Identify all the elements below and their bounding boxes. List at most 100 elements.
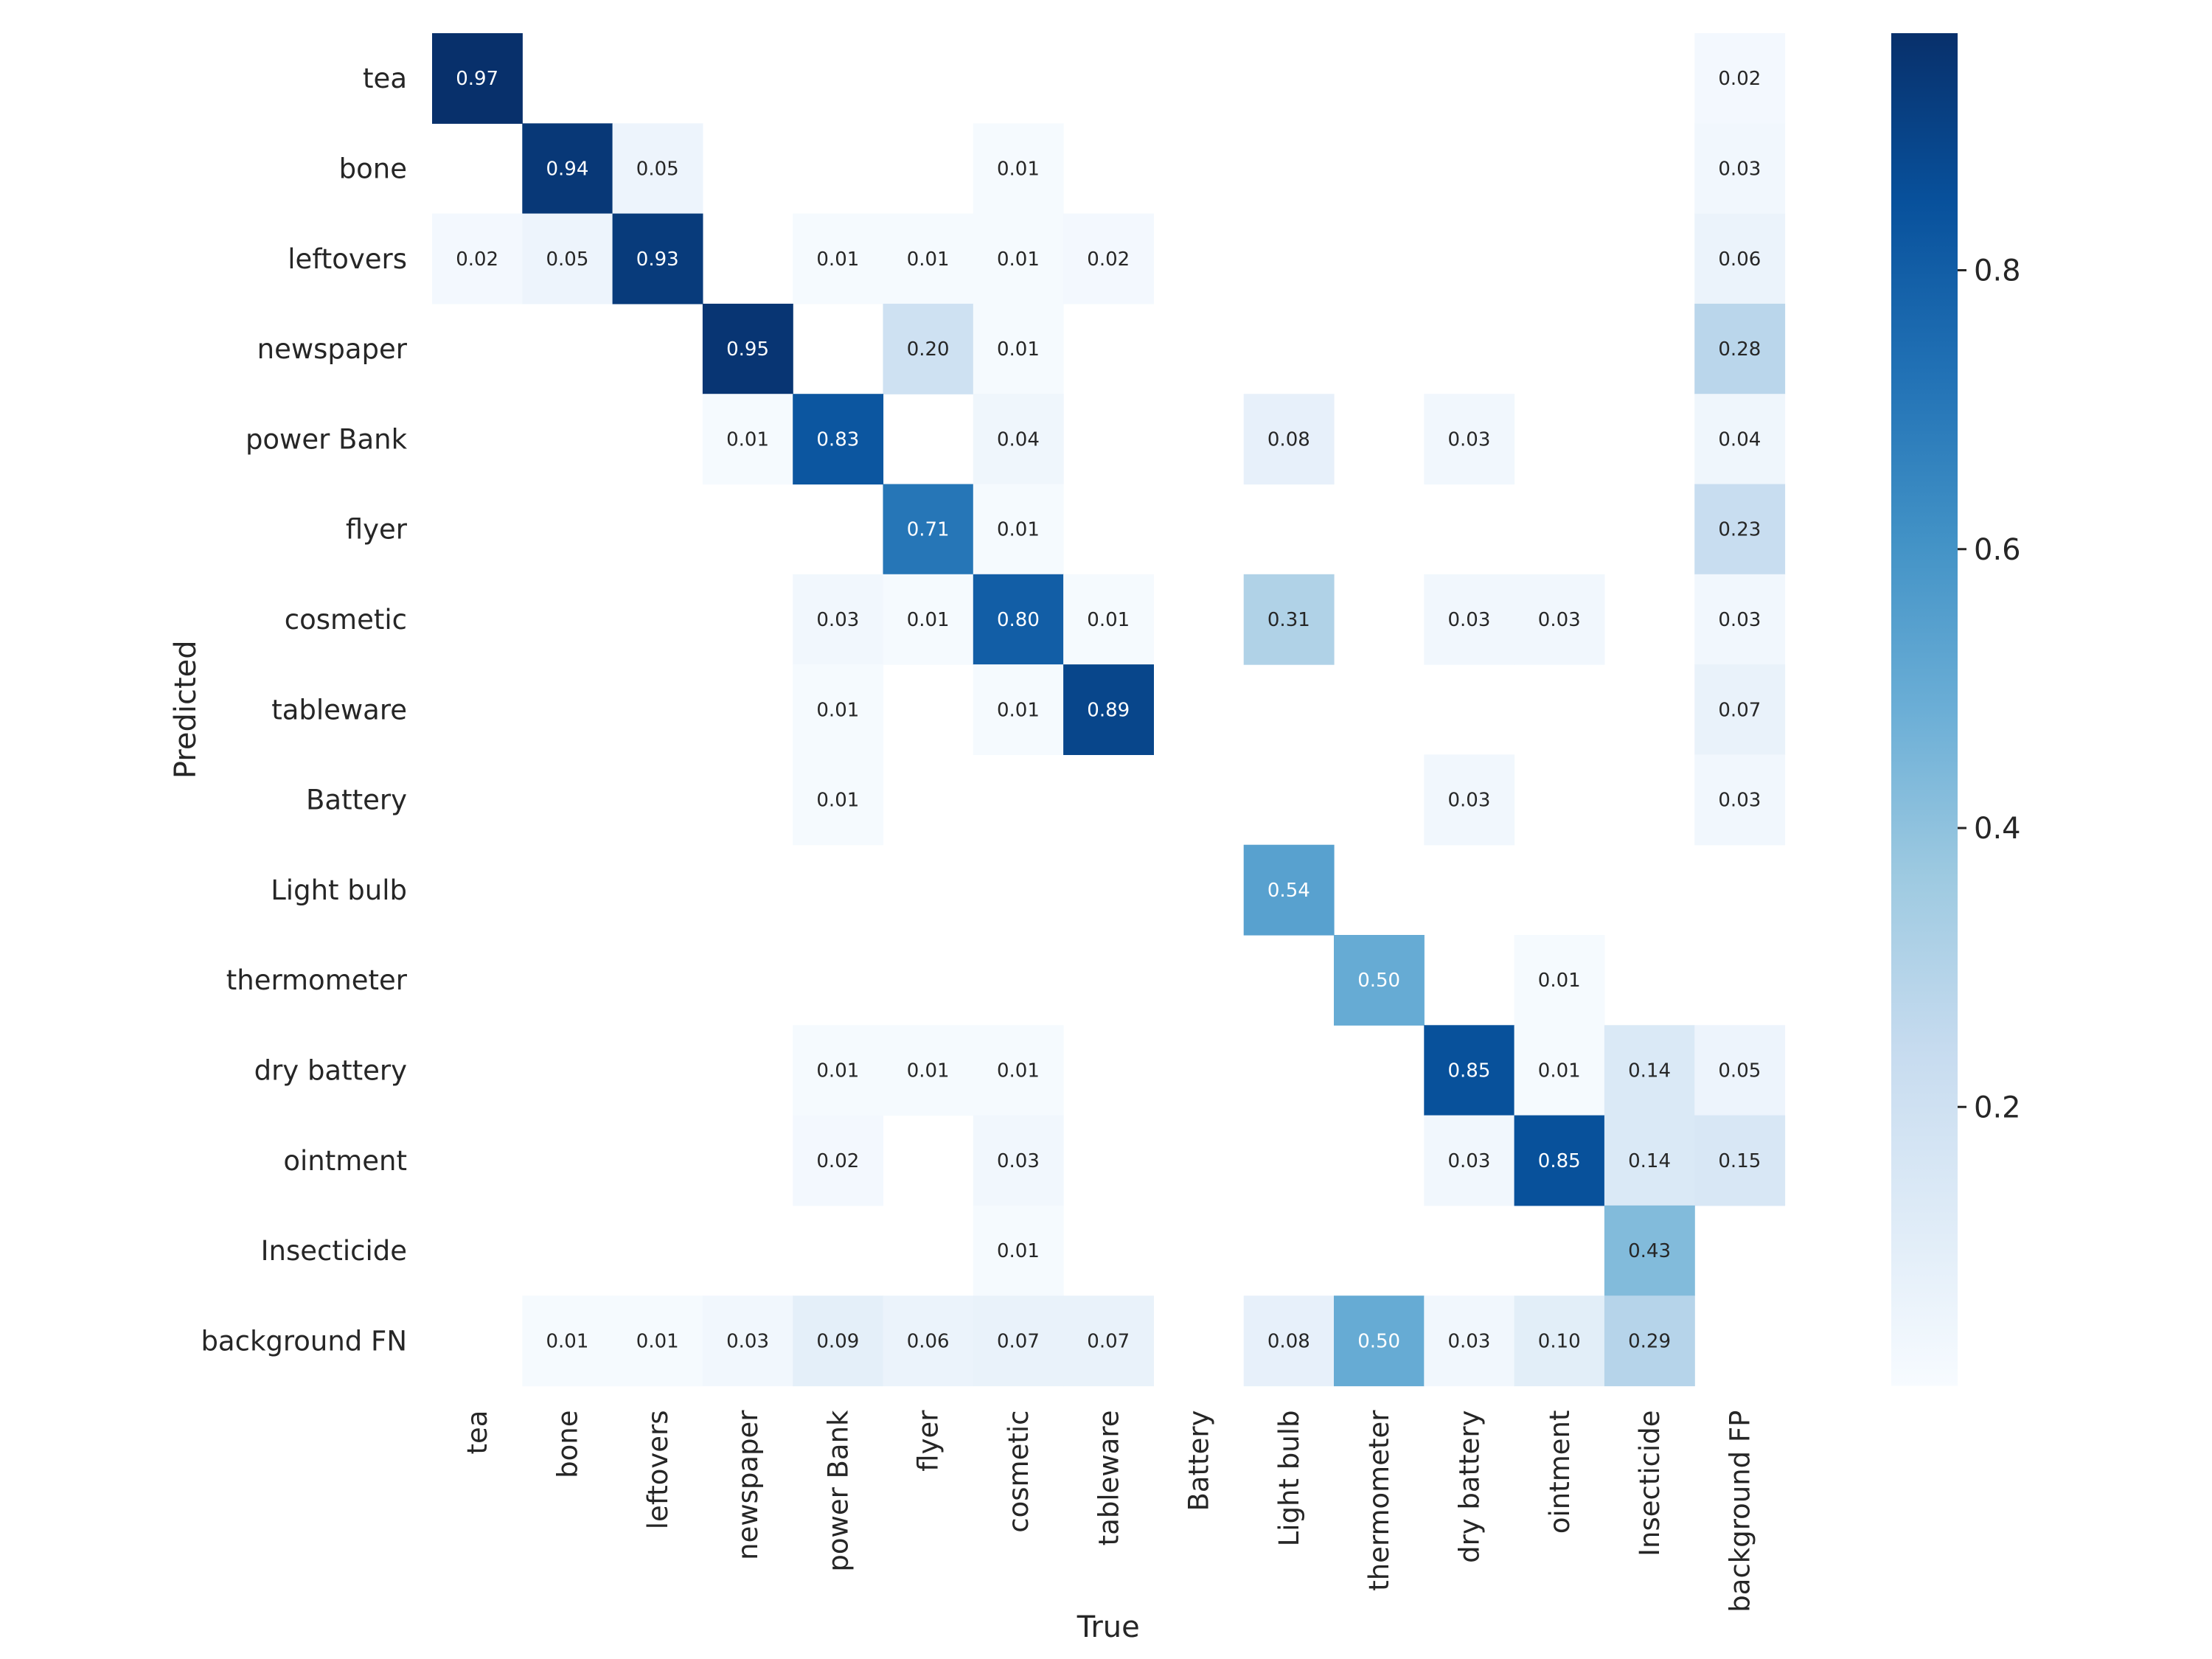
- y-axis-title: Predicted: [169, 640, 203, 779]
- heatmap-cell: [973, 1115, 1064, 1206]
- y-tick-label: power Bank: [246, 423, 408, 455]
- cell-value-label: 0.03: [1718, 790, 1761, 812]
- y-tick-label: background FN: [201, 1325, 407, 1357]
- cell-value-label: 0.07: [1087, 1330, 1130, 1352]
- heatmap-cell: [1424, 394, 1515, 485]
- cell-value-label: 0.01: [997, 248, 1040, 271]
- x-axis-title: True: [1077, 1610, 1140, 1644]
- heatmap-cell: [1604, 1205, 1695, 1296]
- heatmap-cell: [1424, 1295, 1515, 1387]
- cell-value-label: 0.03: [997, 1150, 1040, 1172]
- heatmap-cell: [1334, 935, 1425, 1026]
- heatmap-cell: [973, 1295, 1064, 1387]
- y-tick-label: flyer: [346, 514, 408, 546]
- y-tick-label: newspaper: [257, 333, 408, 365]
- cell-value-label: 0.03: [1538, 609, 1581, 631]
- heatmap-cell: [1063, 213, 1154, 305]
- heatmap-cell: [883, 1025, 974, 1116]
- heatmap-cell: [1694, 484, 1786, 575]
- cell-value-label: 0.01: [907, 248, 950, 271]
- cell-value-label: 0.06: [907, 1330, 950, 1352]
- x-tick-labels: tea bone leftovers newspaper power Bank flyer…: [462, 1410, 1756, 1613]
- heatmap-cell: [973, 484, 1064, 575]
- cell-value-label: 0.85: [1448, 1060, 1491, 1082]
- heatmap-cell-labels: 0.97 0.02 0.94 0.05 0.01 0.03 0.02 0.05 0.93 0.01…: [456, 68, 1761, 1352]
- heatmap-cell: [1694, 574, 1786, 665]
- heatmap-cell: [1604, 1295, 1695, 1387]
- heatmap-cell: [1243, 844, 1335, 936]
- cell-value-label: 0.01: [997, 338, 1040, 361]
- heatmap-cell: [1694, 754, 1786, 846]
- heatmap-cell: [973, 394, 1064, 485]
- x-tick-label: cosmetic: [1003, 1411, 1034, 1533]
- x-tick-label: newspaper: [732, 1410, 764, 1560]
- heatmap-cell: [883, 1295, 974, 1387]
- cell-value-label: 0.10: [1538, 1330, 1581, 1352]
- cell-value-label: 0.89: [1087, 699, 1130, 721]
- x-tick-label: Insecticide: [1634, 1411, 1666, 1557]
- y-tick-label: tea: [363, 63, 407, 94]
- cell-value-label: 0.01: [1538, 970, 1581, 992]
- cell-value-label: 0.02: [1087, 248, 1130, 271]
- heatmap-cell: [973, 123, 1064, 215]
- y-tick-label: tableware: [271, 694, 407, 726]
- heatmap-cell: [1243, 574, 1335, 665]
- colorbar-tick-label: 0.2: [1974, 1091, 2021, 1124]
- cell-value-label: 0.02: [816, 1150, 859, 1172]
- cell-value-label: 0.01: [997, 1060, 1040, 1082]
- cell-value-label: 0.01: [726, 428, 769, 451]
- cell-value-label: 0.80: [997, 609, 1040, 631]
- heatmap-cell: [883, 484, 974, 575]
- heatmap-cell: [793, 394, 884, 485]
- colorbar-tick-label: 0.6: [1974, 533, 2021, 567]
- cell-value-label: 0.03: [1448, 609, 1491, 631]
- heatmap-cell: [1694, 1025, 1786, 1116]
- heatmap-cell: [793, 1295, 884, 1387]
- heatmap-cell: [793, 213, 884, 305]
- heatmap-cell: [793, 574, 884, 665]
- x-tick-label: background FP: [1724, 1411, 1756, 1613]
- cell-value-label: 0.01: [997, 519, 1040, 541]
- cell-value-label: 0.50: [1357, 970, 1400, 992]
- heatmap-cell: [702, 303, 793, 394]
- x-tick-label: Light bulb: [1273, 1411, 1305, 1547]
- cell-value-label: 0.05: [546, 248, 589, 271]
- x-tick-label: thermometer: [1363, 1410, 1395, 1591]
- heatmap-cell: [1694, 1115, 1786, 1206]
- y-tick-label: ointment: [283, 1145, 407, 1177]
- x-tick-label: flyer: [913, 1410, 945, 1472]
- cell-value-label: 0.94: [546, 158, 589, 180]
- cell-value-label: 0.31: [1267, 609, 1310, 631]
- heatmap-cell: [793, 664, 884, 755]
- heatmap-cell: [973, 664, 1064, 755]
- x-tick-label: dry battery: [1453, 1411, 1485, 1563]
- heatmap-cell: [1604, 1025, 1695, 1116]
- cell-value-label: 0.54: [1267, 880, 1310, 902]
- y-tick-label: Battery: [306, 785, 407, 816]
- cell-value-label: 0.03: [1718, 609, 1761, 631]
- cell-value-label: 0.05: [636, 158, 679, 180]
- cell-value-label: 0.07: [997, 1330, 1040, 1352]
- x-tick-label: ointment: [1544, 1411, 1576, 1534]
- cell-value-label: 0.09: [816, 1330, 859, 1352]
- heatmap-cell: [522, 123, 613, 215]
- cell-value-label: 0.03: [726, 1330, 769, 1352]
- cell-value-label: 0.95: [726, 338, 769, 361]
- heatmap-cell: [1424, 1115, 1515, 1206]
- cell-value-label: 0.03: [1448, 428, 1491, 451]
- heatmap-cell: [612, 1295, 703, 1387]
- heatmap-cell: [702, 394, 793, 485]
- cell-value-label: 0.20: [907, 338, 950, 361]
- heatmap-cell: [1694, 394, 1786, 485]
- heatmap-cell: [793, 1025, 884, 1116]
- cell-value-label: 0.97: [456, 68, 498, 90]
- heatmap-cell: [793, 1115, 884, 1206]
- x-tick-label: bone: [552, 1411, 583, 1478]
- heatmap-cell: [702, 1295, 793, 1387]
- cell-value-label: 0.01: [546, 1330, 589, 1352]
- colorbar-ticks: 0.2 0.4 0.6 0.8: [1958, 254, 2021, 1124]
- heatmap-cell: [522, 213, 613, 305]
- heatmap-cell: [883, 213, 974, 305]
- cell-value-label: 0.01: [1087, 609, 1130, 631]
- y-tick-labels: tea bone leftovers newspaper power Bank flyer…: [201, 63, 407, 1357]
